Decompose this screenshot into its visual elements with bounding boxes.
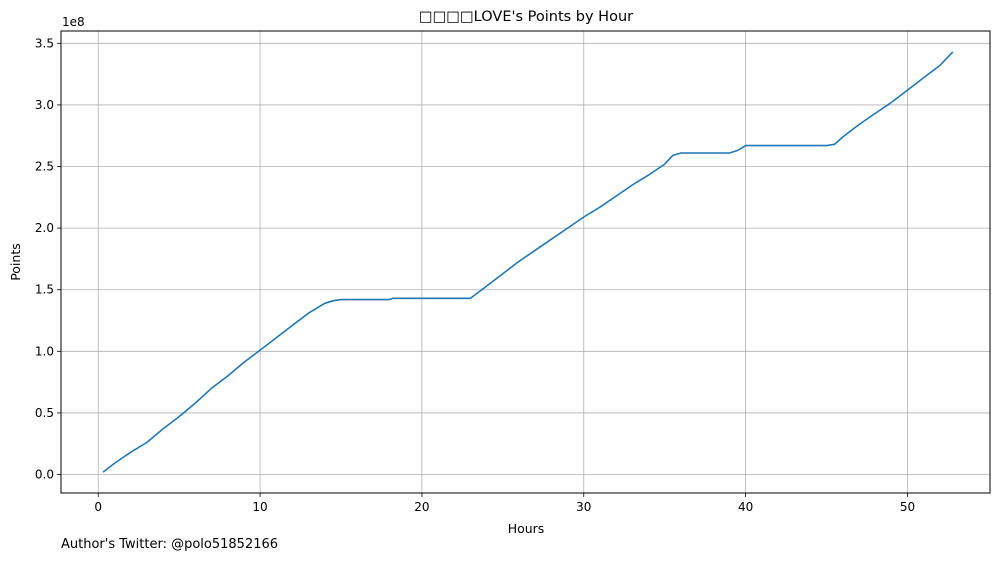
y-axis-label: Points [8, 243, 23, 281]
y-tick-label: 1.0 [35, 344, 54, 358]
grid [61, 31, 990, 493]
series-group [102, 51, 954, 473]
y-offset-label: 1e8 [62, 15, 85, 29]
series-line [102, 51, 954, 473]
y-tick-label: 2.0 [35, 221, 54, 235]
y-tick-label: 0.0 [35, 468, 54, 482]
author-credit: Author's Twitter: @polo51852166 [61, 537, 279, 552]
x-axis-label: Hours [508, 521, 545, 536]
x-tick-label: 0 [94, 500, 102, 514]
y-tick-label: 0.5 [35, 406, 54, 420]
x-tick-label: 50 [900, 500, 915, 514]
y-tick-label: 1.5 [35, 283, 54, 297]
y-tick-label: 2.5 [35, 160, 54, 174]
y-tick-label: 3.5 [35, 36, 54, 50]
plot-frame [60, 30, 991, 494]
x-axis-ticks: 0 10 20 30 40 50 [94, 493, 915, 514]
y-tick-label: 3.0 [35, 98, 54, 112]
chart-title: □□□□LOVE's Points by Hour [419, 9, 633, 25]
y-axis-ticks: 0.0 0.5 1.0 1.5 2.0 2.5 3.0 3.5 [35, 36, 61, 482]
x-tick-label: 40 [738, 500, 753, 514]
x-tick-label: 10 [252, 500, 267, 514]
x-tick-label: 30 [576, 500, 591, 514]
x-tick-label: 20 [414, 500, 429, 514]
